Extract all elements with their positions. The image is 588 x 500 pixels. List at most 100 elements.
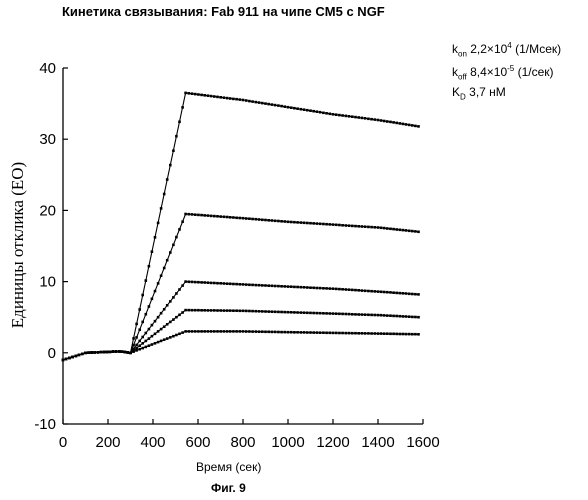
data-point bbox=[169, 300, 172, 303]
data-point bbox=[229, 216, 232, 219]
data-point bbox=[414, 293, 417, 296]
x-tick-label: 800 bbox=[230, 434, 255, 451]
data-point bbox=[255, 310, 258, 313]
data-point bbox=[157, 222, 160, 225]
data-point bbox=[213, 330, 216, 333]
data-point bbox=[148, 328, 151, 331]
data-point bbox=[239, 283, 242, 286]
data-point bbox=[235, 283, 238, 286]
data-point bbox=[361, 289, 364, 292]
data-point bbox=[386, 332, 389, 335]
data-point bbox=[251, 218, 254, 221]
data-point bbox=[351, 313, 354, 316]
data-point bbox=[151, 298, 154, 301]
data-point bbox=[357, 313, 360, 316]
data-point bbox=[338, 332, 341, 335]
data-point bbox=[354, 332, 357, 335]
data-point bbox=[264, 331, 267, 334]
data-point bbox=[367, 314, 370, 317]
data-point bbox=[138, 348, 141, 351]
data-point bbox=[335, 288, 338, 291]
data-point bbox=[408, 230, 411, 233]
data-point bbox=[290, 331, 293, 334]
data-point bbox=[383, 314, 386, 317]
data-point bbox=[160, 312, 163, 315]
data-point bbox=[274, 104, 277, 107]
data-point bbox=[329, 113, 332, 116]
data-point bbox=[364, 225, 367, 228]
data-point bbox=[148, 305, 151, 308]
data-point bbox=[68, 357, 71, 360]
data-point bbox=[65, 358, 68, 361]
data-point bbox=[112, 350, 115, 353]
data-point bbox=[216, 309, 219, 312]
data-point bbox=[374, 332, 377, 335]
data-point bbox=[312, 287, 315, 290]
data-point bbox=[402, 123, 405, 126]
data-point bbox=[316, 287, 319, 290]
data-point bbox=[163, 308, 166, 311]
data-point bbox=[248, 284, 251, 287]
data-point bbox=[300, 286, 303, 289]
data-point bbox=[309, 222, 312, 225]
data-point bbox=[115, 350, 118, 353]
data-point bbox=[383, 332, 386, 335]
data-point bbox=[184, 280, 187, 283]
data-point bbox=[395, 228, 398, 231]
data-point bbox=[351, 225, 354, 228]
data-point bbox=[395, 315, 398, 318]
data-point bbox=[166, 304, 169, 307]
data-point bbox=[100, 351, 103, 354]
data-point bbox=[87, 351, 90, 354]
data-point bbox=[197, 93, 200, 96]
data-point bbox=[216, 330, 219, 333]
data-point bbox=[267, 284, 270, 287]
data-point bbox=[229, 309, 232, 312]
data-point bbox=[284, 311, 287, 314]
data-point bbox=[245, 330, 248, 333]
data-point bbox=[325, 312, 328, 315]
data-point bbox=[210, 330, 213, 333]
data-point bbox=[405, 333, 408, 336]
data-point bbox=[417, 333, 420, 336]
data-point bbox=[345, 115, 348, 118]
data-point bbox=[405, 292, 408, 295]
data-point bbox=[306, 109, 309, 112]
data-point bbox=[348, 288, 351, 291]
data-point bbox=[248, 217, 251, 220]
data-point bbox=[309, 312, 312, 315]
data-point bbox=[184, 309, 187, 312]
data-point bbox=[380, 332, 383, 335]
data-point bbox=[157, 282, 160, 285]
data-point bbox=[172, 244, 175, 247]
data-point bbox=[287, 221, 290, 224]
data-point bbox=[277, 104, 280, 107]
data-point bbox=[296, 286, 299, 289]
data-point bbox=[191, 330, 194, 333]
data-point bbox=[354, 225, 357, 228]
data-point bbox=[271, 310, 274, 313]
data-point bbox=[408, 333, 411, 336]
data-point bbox=[223, 330, 226, 333]
data-point bbox=[226, 97, 229, 100]
data-point bbox=[166, 259, 169, 262]
data-point bbox=[191, 92, 194, 95]
data-point bbox=[235, 309, 238, 312]
data-point bbox=[148, 337, 151, 340]
data-point bbox=[303, 222, 306, 225]
data-point bbox=[210, 309, 213, 312]
data-point bbox=[141, 321, 144, 324]
series-2 bbox=[62, 213, 420, 362]
data-point bbox=[277, 311, 280, 314]
data-point bbox=[287, 331, 290, 334]
data-point bbox=[325, 223, 328, 226]
data-point bbox=[181, 331, 184, 334]
y-tick-label: 10 bbox=[39, 274, 56, 291]
data-point bbox=[261, 284, 264, 287]
data-point bbox=[229, 97, 232, 100]
data-point bbox=[261, 330, 264, 333]
data-point bbox=[312, 312, 315, 315]
data-point bbox=[386, 120, 389, 123]
data-point bbox=[219, 330, 222, 333]
